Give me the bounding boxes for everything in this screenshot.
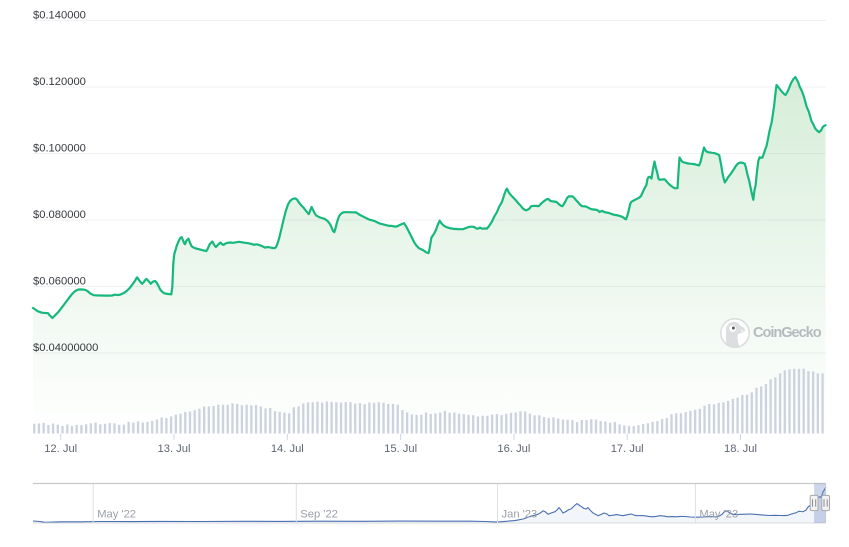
svg-text:14. Jul: 14. Jul	[271, 443, 304, 455]
svg-text:$0.140000: $0.140000	[33, 9, 86, 21]
svg-text:CoinGecko: CoinGecko	[753, 325, 822, 341]
svg-text:May '22: May '22	[97, 509, 136, 521]
svg-text:$0.080000: $0.080000	[33, 209, 86, 221]
svg-text:May '23: May '23	[699, 509, 738, 521]
svg-text:15. Jul: 15. Jul	[384, 443, 417, 455]
svg-text:17. Jul: 17. Jul	[611, 443, 644, 455]
svg-text:16. Jul: 16. Jul	[497, 443, 530, 455]
svg-text:$0.060000: $0.060000	[33, 275, 86, 287]
svg-text:$0.100000: $0.100000	[33, 142, 86, 154]
svg-text:12. Jul: 12. Jul	[44, 443, 77, 455]
svg-text:13. Jul: 13. Jul	[158, 443, 191, 455]
svg-text:Sep '22: Sep '22	[300, 509, 338, 521]
svg-text:18. Jul: 18. Jul	[724, 443, 757, 455]
svg-text:$0.04000000: $0.04000000	[33, 342, 98, 354]
svg-text:Jan '23: Jan '23	[502, 509, 538, 521]
svg-text:$0.120000: $0.120000	[33, 76, 86, 88]
